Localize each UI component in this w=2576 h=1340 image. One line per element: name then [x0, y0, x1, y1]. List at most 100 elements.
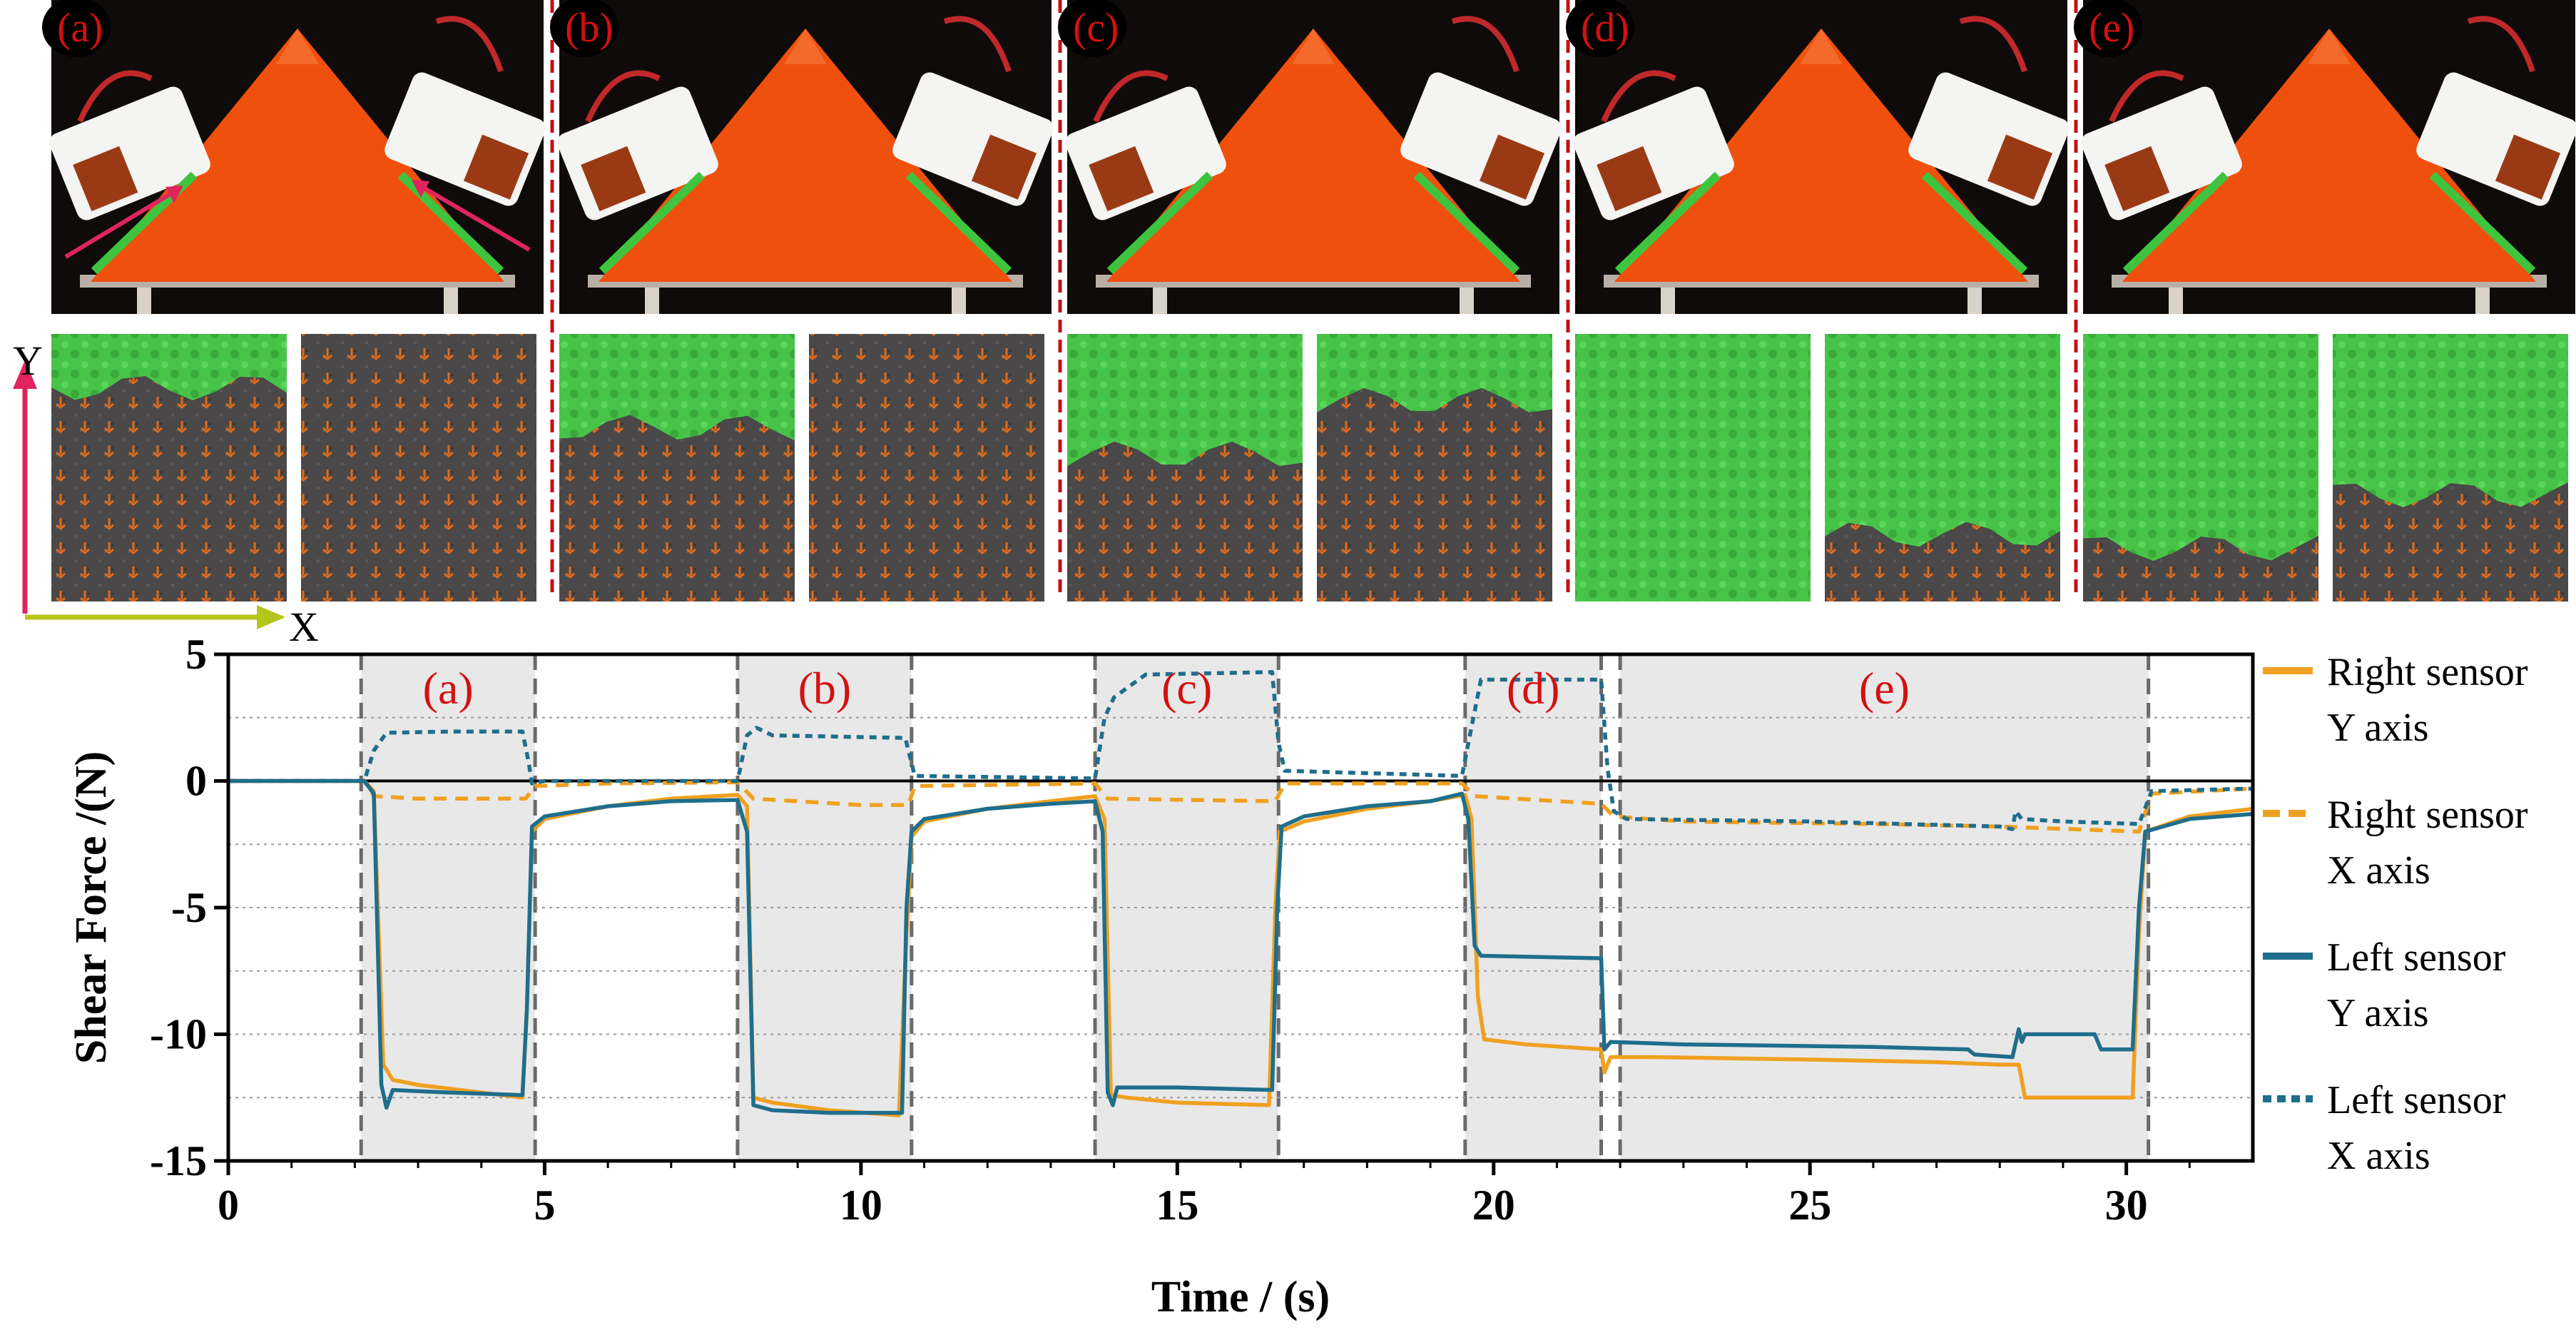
panel-label: (b)	[565, 4, 614, 51]
triangle-highlight	[784, 29, 827, 64]
left-sensor-image	[559, 334, 795, 602]
y-tick-label: -5	[171, 884, 207, 931]
left-sensor-image	[1575, 334, 1811, 602]
right-sensor-image	[301, 334, 536, 602]
panel-1: (b)	[550, 0, 1062, 602]
right-sensor-image	[1825, 334, 2060, 602]
right-sensor-image	[2333, 334, 2568, 602]
stand-leg	[1153, 282, 1167, 314]
label-badge	[1058, 0, 1126, 57]
left-sensor-image	[51, 334, 287, 602]
right-gripper	[892, 16, 1054, 206]
right-gripper	[2416, 16, 2576, 206]
right-contact-line	[2429, 171, 2536, 275]
left-contact-line	[1106, 171, 1213, 275]
label-badge	[2074, 0, 2142, 57]
label-badge	[550, 0, 618, 57]
y-tick-label: -10	[150, 1011, 207, 1058]
slip-arrow-left	[64, 191, 174, 259]
legend-label: Y axis	[2327, 706, 2429, 750]
triangle-object	[91, 29, 504, 282]
x-tick-label: 30	[2105, 1182, 2148, 1229]
x-tick-label: 15	[1156, 1182, 1198, 1229]
legend-label: Right sensor	[2327, 793, 2528, 837]
y-axis-letter: Y	[13, 337, 43, 384]
right-contact-line	[1413, 171, 1520, 275]
contact-region	[559, 334, 795, 441]
stand-leg	[137, 282, 151, 314]
panel-2: (c)	[1058, 0, 1570, 602]
stand-leg	[1967, 282, 1982, 314]
left-contact-line	[2122, 171, 2229, 275]
legend-item-3: Left sensor X axis	[2263, 1078, 2506, 1178]
phase-regions	[359, 654, 2151, 1161]
axis-ticks: 0 5 10 15 20 25 30 5 0 -5 -10 -15	[150, 631, 2191, 1229]
contact-region	[2083, 334, 2318, 561]
contact-region	[1317, 334, 1552, 413]
right-gripper	[385, 16, 546, 206]
y-arrow-head	[13, 360, 37, 389]
panel-0: (a)	[42, 0, 554, 602]
x-arrow-head	[257, 605, 285, 629]
stand-leg	[1460, 282, 1474, 314]
right-gripper	[1400, 16, 1562, 206]
x-tick-label: 20	[1472, 1182, 1515, 1229]
legend-label: Right sensor	[2327, 650, 2528, 694]
legend-item-1: Right sensor X axis	[2263, 793, 2528, 893]
right-contact-line	[905, 171, 1012, 275]
series-lines	[228, 670, 2254, 1117]
triangle-highlight	[2308, 29, 2351, 64]
contact-region	[1825, 334, 2060, 547]
contact-region	[1575, 334, 1811, 602]
y-tick-label: -15	[150, 1137, 207, 1184]
left-gripper	[2081, 70, 2242, 220]
triangle-highlight	[1800, 29, 1843, 64]
triangle-object	[1614, 29, 2028, 282]
left-gripper	[557, 70, 718, 220]
contact-region	[2333, 334, 2568, 507]
right-sensor-image	[809, 334, 1044, 602]
triangle-object	[1106, 29, 1520, 282]
legend-label: Y axis	[2327, 991, 2429, 1035]
right-contact-line	[1921, 171, 2028, 275]
phase-label: (b)	[798, 663, 852, 714]
contact-region	[51, 334, 287, 400]
left-gripper	[1065, 70, 1226, 220]
phase-label: (a)	[423, 663, 474, 714]
triangle-object	[599, 29, 1012, 282]
series-3	[228, 670, 2254, 831]
legend-label: Left sensor	[2327, 935, 2506, 980]
legend-label: Left sensor	[2327, 1078, 2506, 1122]
left-contact-line	[599, 171, 706, 275]
panel-3: (d)	[1566, 0, 2078, 602]
x-tick-label: 0	[218, 1182, 239, 1229]
label-badge	[42, 0, 111, 57]
x-tick-label: 10	[840, 1182, 882, 1229]
left-gripper	[1573, 70, 1734, 220]
left-sensor-image	[1067, 334, 1303, 602]
phase-label: (d)	[1507, 663, 1560, 714]
stand-leg	[645, 282, 659, 314]
stand-leg	[444, 282, 458, 314]
legend-label: X axis	[2327, 1134, 2430, 1178]
x-axis-title: Time / (s)	[1151, 1273, 1330, 1321]
panel-label: (e)	[2089, 4, 2134, 51]
panel-label: (a)	[57, 4, 103, 51]
panel-4: (e)	[2074, 0, 2576, 602]
phase-label: (c)	[1161, 663, 1212, 714]
x-tick-label: 5	[534, 1182, 555, 1229]
legend-item-2: Left sensor Y axis	[2263, 935, 2506, 1035]
panel-label: (c)	[1073, 4, 1119, 51]
series-2	[228, 778, 2254, 1115]
x-axis-letter: X	[289, 604, 319, 650]
legend-label: X axis	[2327, 848, 2430, 893]
phase-label: (e)	[1859, 663, 1910, 714]
stand-leg	[1661, 282, 1675, 314]
y-tick-label: 5	[185, 631, 207, 678]
right-sensor-image	[1317, 334, 1552, 602]
left-sensor-image	[2083, 334, 2318, 602]
shear-force-chart: 0 5 10 15 20 25 30 5 0 -5 -10 -15 (a) (b) (c) (d) (e) T…	[67, 631, 2528, 1321]
x-tick-label: 25	[1788, 1182, 1831, 1229]
